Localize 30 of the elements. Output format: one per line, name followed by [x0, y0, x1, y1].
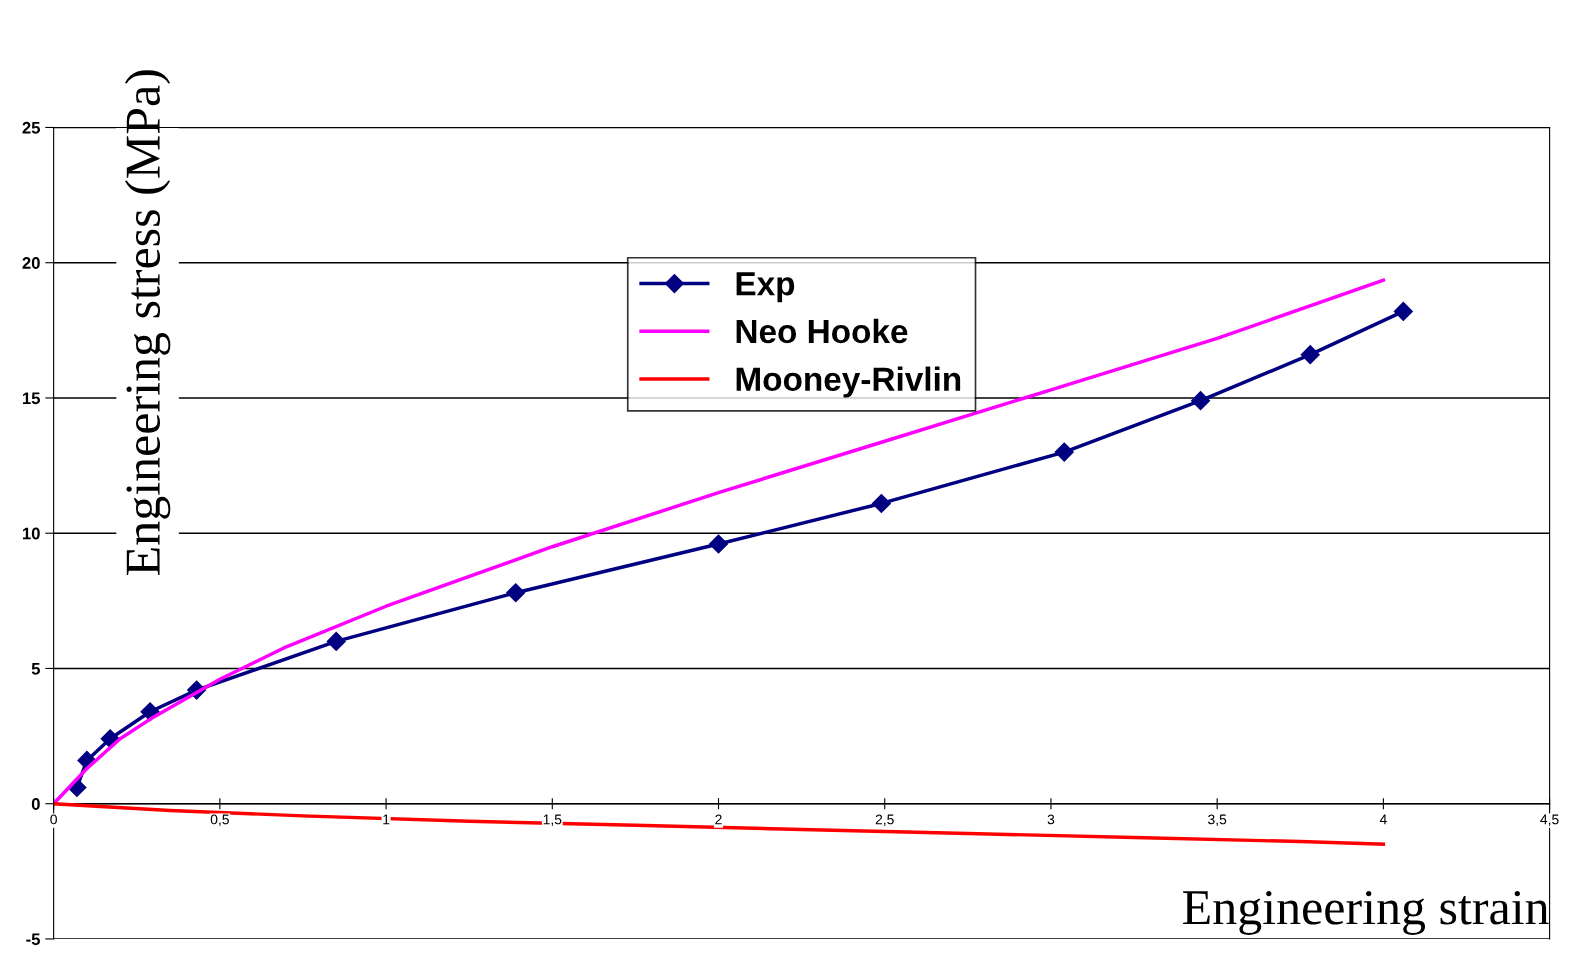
x-tick-label: 0 — [50, 814, 57, 825]
x-tick-label: 4,5 — [1540, 814, 1559, 826]
x-tick-label: 4 — [1379, 814, 1387, 825]
x-tick-label: 3,5 — [1208, 814, 1227, 826]
point — [1300, 345, 1320, 365]
x-tick-label: 3 — [1047, 814, 1055, 825]
point — [1191, 391, 1211, 411]
legend-label: Neo Hooke — [736, 318, 908, 344]
legend-label: Exp — [736, 272, 795, 303]
x-tick-label: 1,5 — [543, 814, 562, 826]
x-tick-label: 2,5 — [875, 814, 894, 826]
y-tick-label: 15 — [22, 392, 40, 405]
y-axis-title: Engineering stress (MPa) — [124, 70, 171, 575]
point — [506, 583, 526, 603]
point — [326, 631, 346, 651]
x-tick-label: 0,5 — [210, 814, 229, 826]
legend-label: Mooney-Rivlin — [736, 366, 961, 398]
point — [1054, 442, 1074, 462]
x-tick-label: 1 — [383, 814, 390, 825]
y-tick-label: -5 — [26, 933, 40, 946]
point — [871, 493, 891, 513]
point — [708, 534, 729, 554]
y-tick-label: 25 — [22, 121, 40, 134]
y-tick-label: 20 — [22, 257, 40, 269]
point — [1393, 301, 1413, 321]
x-axis-title: Engineering strain — [1183, 890, 1549, 935]
x-tick-label: 2 — [715, 814, 722, 825]
y-tick-label: 0 — [31, 798, 40, 810]
y-tick-label: 5 — [31, 663, 40, 675]
y-tick-label: 10 — [22, 527, 40, 540]
